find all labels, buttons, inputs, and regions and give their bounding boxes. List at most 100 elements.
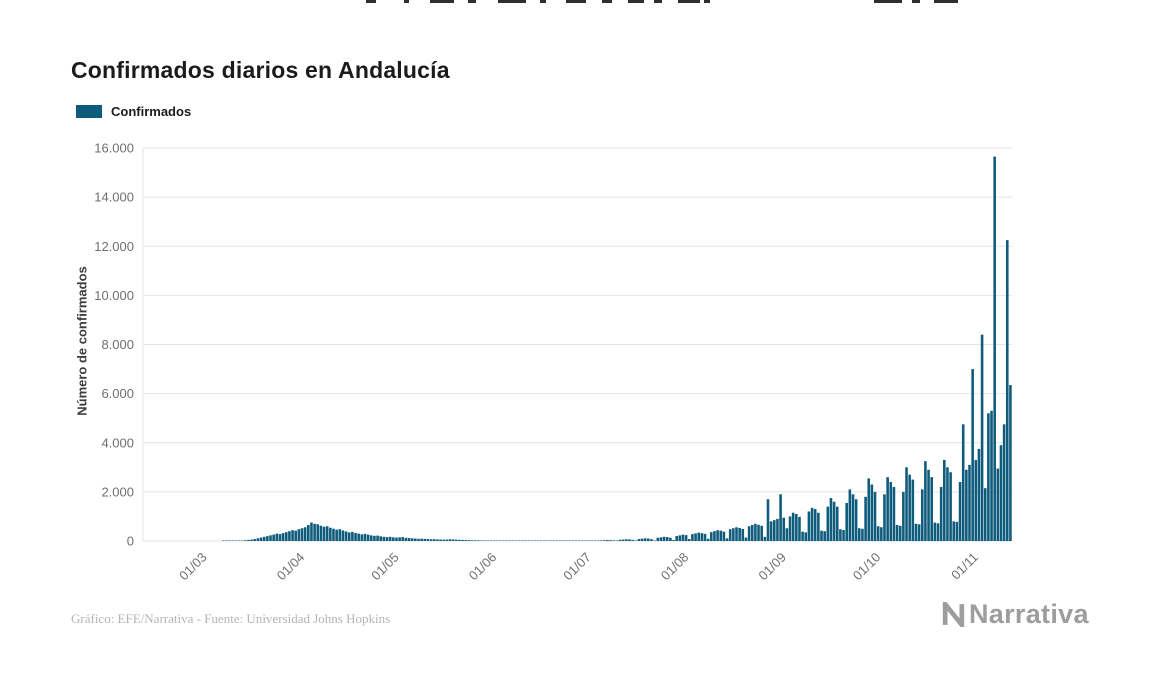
bar (625, 539, 628, 541)
bar (713, 531, 716, 541)
bar (514, 540, 518, 541)
bar (725, 538, 729, 541)
bar (360, 534, 364, 541)
bar (571, 540, 575, 541)
bar (842, 529, 845, 541)
bar (883, 494, 886, 541)
screen-edge-artifacts (0, 0, 1157, 4)
screen-edge-mark (934, 0, 958, 3)
bar (395, 537, 398, 541)
bar (341, 530, 345, 541)
bar (247, 539, 250, 541)
screen-edge-mark (366, 0, 376, 3)
screen-edge-mark (678, 0, 700, 3)
bar (536, 540, 540, 541)
screen-edge-mark (704, 0, 710, 3)
bar (558, 540, 562, 541)
bar (335, 529, 338, 541)
screen-edge-mark (602, 0, 612, 3)
bar (269, 535, 272, 541)
bar (917, 524, 921, 541)
bar (902, 491, 905, 542)
bar (568, 540, 571, 541)
bar (294, 530, 297, 541)
bar (804, 532, 808, 541)
y-tick-label: 2.000 (101, 484, 134, 499)
screen-edge-mark (540, 0, 546, 3)
bar (508, 540, 512, 541)
bar (719, 530, 723, 541)
bar (706, 538, 710, 541)
bar (234, 540, 238, 541)
bar (823, 531, 826, 541)
bar (540, 540, 543, 541)
bar (351, 531, 354, 541)
bar (659, 537, 663, 541)
x-tick-label: 01/08 (658, 550, 692, 584)
y-tick-label: 0 (127, 534, 134, 549)
bar (366, 534, 370, 541)
bar (543, 540, 546, 541)
bar (750, 525, 754, 541)
page-title: Confirmados diarios en Andalucía (71, 57, 450, 84)
bar (562, 540, 565, 541)
bar (880, 527, 883, 541)
bar (599, 540, 603, 541)
bar (943, 459, 946, 541)
bar (968, 464, 971, 541)
bar (552, 540, 556, 541)
bar (861, 528, 864, 541)
bar (530, 540, 534, 541)
bar (470, 540, 474, 541)
bar (772, 520, 776, 541)
bar (423, 538, 427, 541)
bar (549, 540, 553, 541)
bar (262, 536, 266, 541)
bar (284, 532, 288, 541)
bar (565, 540, 568, 541)
bar (410, 538, 414, 541)
bar (398, 537, 401, 541)
bar (946, 467, 949, 541)
x-tick-label: 01/09 (755, 550, 789, 584)
bar (631, 539, 634, 541)
bar (628, 539, 631, 541)
bar (291, 530, 294, 541)
bar (782, 517, 786, 541)
bar (965, 469, 968, 541)
bar (920, 489, 924, 541)
screen-edge-mark (430, 0, 454, 3)
bar (609, 540, 612, 541)
bar (801, 531, 804, 541)
bar (602, 540, 606, 541)
screen-edge-mark (566, 0, 586, 3)
bar (451, 539, 455, 541)
screen-edge-mark (874, 0, 902, 3)
bar (933, 522, 937, 541)
bar (971, 369, 974, 541)
bar (980, 334, 984, 541)
bar (681, 534, 685, 541)
bar (325, 526, 329, 541)
bar (672, 540, 675, 541)
bar (640, 538, 644, 541)
bar (820, 530, 823, 541)
bar (996, 468, 1000, 541)
bar (240, 540, 244, 541)
bar (492, 540, 496, 541)
bar (407, 538, 411, 541)
y-tick-label: 10.000 (94, 288, 134, 303)
bar (924, 461, 927, 541)
bar (691, 534, 694, 541)
bar (404, 537, 408, 541)
bar (347, 532, 351, 541)
bar (495, 540, 499, 541)
bar (710, 532, 713, 541)
bar (580, 540, 584, 541)
bar (905, 467, 908, 541)
bar (634, 540, 638, 541)
bar (584, 540, 587, 541)
screen-edge-mark (468, 0, 476, 3)
bar (480, 540, 483, 541)
bar (687, 539, 691, 541)
